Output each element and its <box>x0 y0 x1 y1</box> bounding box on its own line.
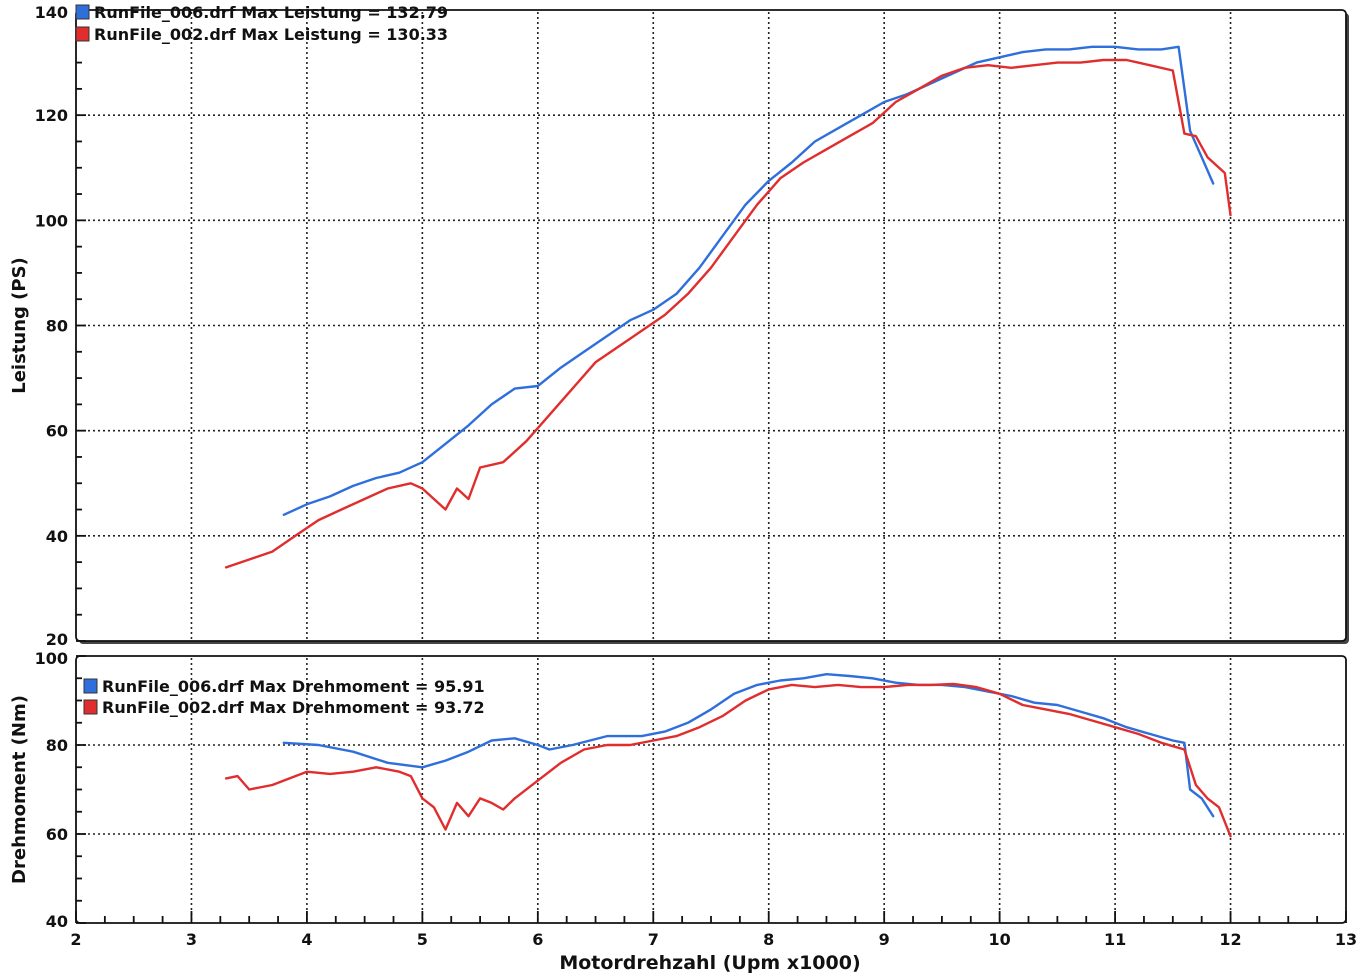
x-tick-label: 5 <box>417 930 428 949</box>
y-axis-title: Leistung (PS) <box>9 257 30 394</box>
legend-swatch <box>75 26 90 42</box>
legend-label: RunFile_002.drf Max Drehmoment = 93.72 <box>102 698 485 717</box>
power-panel: 20 40 60 80 100 120 140 Leistung (PS) RunFile_00… <box>9 3 1349 649</box>
x-tick-label: 6 <box>532 930 543 949</box>
x-tick-label: 3 <box>186 930 197 949</box>
x-tick-label: 8 <box>763 930 774 949</box>
plot-frame <box>75 655 1347 924</box>
y-tick-label: 120 <box>35 106 68 125</box>
legend-swatch <box>83 678 98 694</box>
y-tick-label: 100 <box>35 211 68 230</box>
x-tick-label: 4 <box>301 930 312 949</box>
series-line-runfile-006 <box>282 45 1215 516</box>
legend-label: RunFile_006.drf Max Leistung = 132.79 <box>94 3 448 22</box>
legend-swatch <box>83 699 98 715</box>
series-line-runfile-002 <box>224 58 1232 569</box>
plot-frame <box>75 9 1347 642</box>
legend-label: RunFile_006.drf Max Drehmoment = 95.91 <box>102 677 485 696</box>
legend-label: RunFile_002.drf Max Leistung = 130.33 <box>94 25 448 44</box>
series-line-runfile-006 <box>282 673 1215 818</box>
y-tick-label: 140 <box>35 3 68 22</box>
x-tick-label: 7 <box>648 930 659 949</box>
x-tick-label: 9 <box>879 930 890 949</box>
y-tick-label: 40 <box>46 912 68 931</box>
torque-panel: 40 60 80 100 Drehmoment (Nm) 2 3 4 5 6 7 8 9 10 11 12 13… <box>9 649 1357 949</box>
y-tick-label: 60 <box>46 825 68 844</box>
y-tick-label: 100 <box>35 649 68 668</box>
x-axis-title: Motordrehzahl (Upm x1000) <box>559 952 860 973</box>
y-axis-title: Drehmoment (Nm) <box>9 695 30 884</box>
y-tick-label: 40 <box>46 527 68 546</box>
series-line-runfile-002 <box>224 682 1232 838</box>
x-tick-label: 13 <box>1335 930 1357 949</box>
x-tick-label: 10 <box>989 930 1011 949</box>
y-tick-label: 60 <box>46 422 68 441</box>
x-tick-label: 2 <box>70 930 81 949</box>
x-tick-label: 12 <box>1219 930 1241 949</box>
y-tick-label: 80 <box>46 736 68 755</box>
x-tick-label: 11 <box>1104 930 1126 949</box>
y-tick-label: 80 <box>46 317 68 336</box>
legend-swatch <box>75 4 90 20</box>
y-tick-label: 20 <box>46 630 68 649</box>
